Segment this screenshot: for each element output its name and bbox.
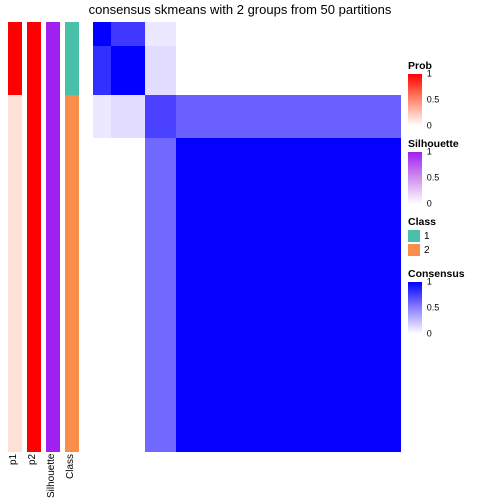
axis-label-p1: p1 — [8, 454, 22, 502]
axis-label-silhouette: Silhouette — [46, 454, 60, 502]
heatmap-cell — [145, 46, 176, 95]
heatmap-cell — [111, 138, 145, 452]
legend-title: Prob — [408, 60, 500, 72]
track-segment — [46, 22, 60, 452]
track-p1 — [8, 22, 22, 452]
legend-class-item: 2 — [408, 244, 500, 256]
track-segment — [8, 22, 22, 95]
track-segment — [8, 95, 22, 452]
gradient-bar — [408, 152, 422, 204]
heatmap-cell — [176, 22, 401, 46]
plot-area — [8, 22, 403, 452]
legend-tick: 0.5 — [427, 96, 440, 105]
heatmap-cell — [176, 46, 401, 95]
heatmap-row — [93, 22, 401, 46]
track-silhouette — [46, 22, 60, 452]
legend-title: Silhouette — [408, 138, 500, 150]
swatch-label: 1 — [424, 231, 430, 242]
heatmap-cell — [145, 95, 176, 138]
heatmap-cell — [145, 138, 176, 452]
heatmap-cell — [176, 95, 401, 138]
heatmap-cell — [111, 95, 145, 138]
heatmap-cell — [111, 22, 145, 46]
gradient-bar — [408, 74, 422, 126]
legend-tick: 0 — [427, 330, 432, 339]
heatmap-cell — [111, 46, 145, 95]
legend-title: Class — [408, 216, 500, 228]
track-p2 — [27, 22, 41, 452]
gradient-ticks: 10.50 — [427, 74, 451, 126]
heatmap-cell — [93, 138, 111, 452]
legend-tick: 1 — [427, 70, 432, 79]
legend-tick: 1 — [427, 148, 432, 157]
track-class — [65, 22, 79, 452]
axis-label-p2: p2 — [27, 454, 41, 502]
legend-tick: 0.5 — [427, 304, 440, 313]
gradient-ticks: 10.50 — [427, 282, 451, 334]
track-segment — [27, 22, 41, 95]
legend-silhouette: Silhouette 10.50 — [408, 138, 500, 204]
legend-tick: 0 — [427, 122, 432, 131]
gradient-ticks: 10.50 — [427, 152, 451, 204]
heatmap-row — [93, 138, 401, 452]
gradient-bar — [408, 282, 422, 334]
consensus-heatmap — [93, 22, 401, 452]
legend-consensus: Consensus 10.50 — [408, 268, 500, 334]
heatmap-cell — [176, 138, 401, 452]
legend-prob: Prob 10.50 — [408, 60, 500, 126]
swatch-icon — [408, 244, 420, 256]
track-segment — [65, 95, 79, 452]
legend-class: Class 1 2 — [408, 216, 500, 256]
heatmap-cell — [93, 95, 111, 138]
swatch-icon — [408, 230, 420, 242]
legend-title: Consensus — [408, 268, 500, 280]
heatmap-row — [93, 46, 401, 95]
heatmap-cell — [93, 46, 111, 95]
axis-label-class: Class — [65, 454, 79, 502]
annotation-tracks — [8, 22, 83, 452]
legend-tick: 0.5 — [427, 174, 440, 183]
track-axis-labels: p1p2 Silhouette Class — [8, 454, 83, 502]
swatch-label: 2 — [424, 245, 430, 256]
heatmap-cell — [145, 22, 176, 46]
track-segment — [27, 95, 41, 452]
legend-tick: 1 — [427, 278, 432, 287]
legend-panel: Prob 10.50 Silhouette 10.50 Class 12 Con… — [408, 60, 500, 346]
legend-class-item: 1 — [408, 230, 500, 242]
page-title: consensus skmeans with 2 groups from 50 … — [70, 2, 410, 17]
heatmap-cell — [93, 22, 111, 46]
track-segment — [65, 22, 79, 95]
heatmap-row — [93, 95, 401, 138]
legend-tick: 0 — [427, 200, 432, 209]
